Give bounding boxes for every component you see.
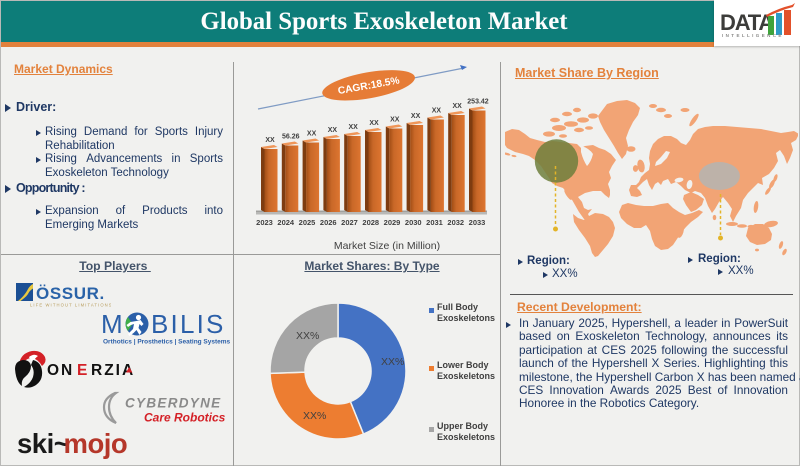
svg-text:E: E	[77, 362, 89, 379]
svg-text:XX: XX	[328, 127, 338, 134]
svg-text:ÖSSUR.: ÖSSUR.	[36, 284, 105, 303]
svg-text:2028: 2028	[362, 218, 379, 227]
svg-text:56.26: 56.26	[282, 134, 300, 141]
svg-text:XX%: XX%	[381, 356, 404, 368]
svg-text:XX: XX	[369, 120, 379, 127]
svg-text:2029: 2029	[384, 218, 401, 227]
svg-text:2025: 2025	[299, 218, 316, 227]
svg-text:XX: XX	[453, 103, 463, 110]
svg-text:XX: XX	[390, 117, 400, 124]
svg-text:XX%: XX%	[296, 330, 319, 342]
svg-text:M: M	[101, 311, 125, 339]
svg-text:mojo: mojo	[64, 428, 128, 459]
svg-text:2032: 2032	[447, 218, 464, 227]
svg-text:ON: ON	[47, 362, 74, 379]
svg-text:XX: XX	[432, 108, 442, 115]
svg-text:XX: XX	[349, 124, 359, 131]
svg-text:XX: XX	[307, 131, 317, 138]
svg-text:2030: 2030	[405, 218, 422, 227]
svg-text:ski~: ski~	[17, 428, 70, 459]
svg-text:Care Robotics: Care Robotics	[144, 411, 226, 425]
svg-text:2023: 2023	[256, 218, 273, 227]
svg-text:2033: 2033	[469, 218, 486, 227]
svg-text:RZIA: RZIA	[91, 362, 135, 379]
svg-text:2027: 2027	[341, 218, 358, 227]
svg-text:BILIS: BILIS	[151, 311, 226, 339]
svg-text:2031: 2031	[426, 218, 443, 227]
svg-text:Orthotics | Prosthetics | Seat: Orthotics | Prosthetics | Seating System…	[103, 339, 231, 346]
svg-text:XX: XX	[411, 113, 421, 120]
svg-text:XX%: XX%	[303, 410, 326, 422]
svg-text:XX: XX	[265, 137, 275, 144]
svg-text:LIFE WITHOUT LIMITATIONS: LIFE WITHOUT LIMITATIONS	[30, 303, 111, 308]
svg-text:2024: 2024	[277, 218, 295, 227]
svg-text:253.42: 253.42	[467, 99, 489, 106]
svg-text:CYBERDYNE: CYBERDYNE	[125, 396, 221, 411]
svg-text:2026: 2026	[320, 218, 337, 227]
